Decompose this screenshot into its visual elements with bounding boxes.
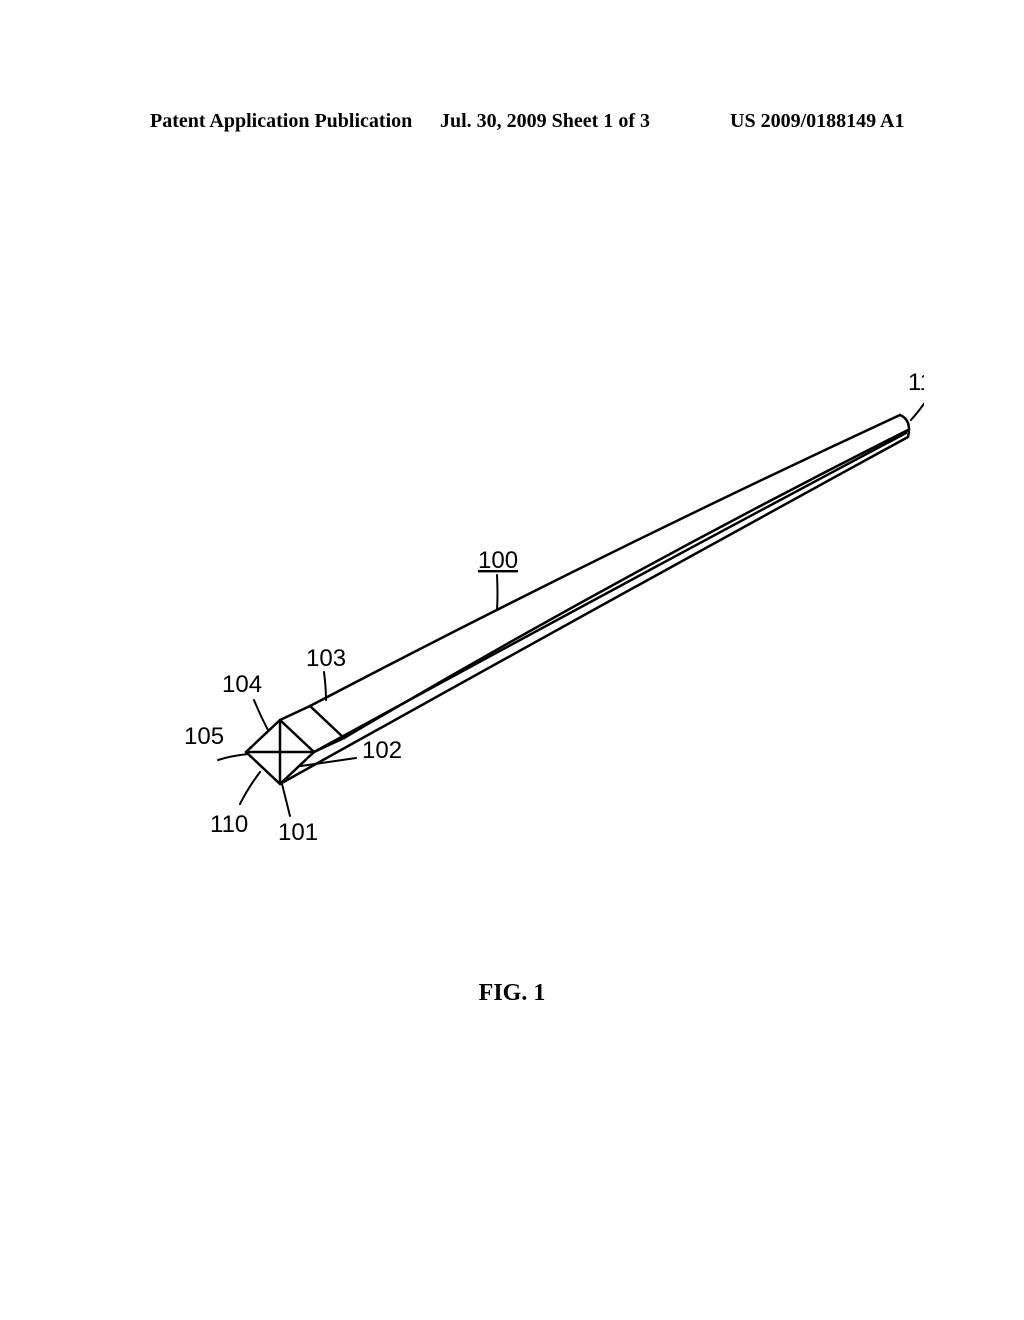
leader-102	[301, 758, 356, 766]
edge-long-top	[310, 415, 900, 706]
edge-back-top-right	[310, 706, 344, 738]
edge-top-depth	[280, 706, 310, 720]
header-left: Patent Application Publication	[150, 110, 412, 133]
patent-drawing: 112 100 103 104 105 102 110 101	[100, 240, 924, 1040]
label-102: 102	[362, 737, 402, 764]
leader-101	[282, 784, 290, 816]
label-103: 103	[306, 645, 346, 672]
leader-104	[254, 700, 268, 730]
label-100: 100	[478, 547, 518, 574]
label-110: 110	[210, 811, 248, 838]
leader-103	[324, 672, 326, 700]
figure-caption: FIG. 1	[100, 980, 924, 1007]
header-mid: Jul. 30, 2009 Sheet 1 of 3	[440, 110, 650, 133]
label-105: 105	[184, 723, 224, 750]
leader-100	[497, 575, 498, 610]
face-front-cross	[246, 720, 314, 784]
figure-1: 112 100 103 104 105 102 110 101 FIG. 1	[100, 240, 924, 1040]
label-112: 112	[908, 369, 924, 396]
label-101: 101	[278, 819, 318, 846]
edge-long-mid	[314, 433, 906, 752]
leader-110	[240, 772, 260, 804]
edge-long-bottom	[280, 437, 908, 784]
leader-105	[218, 754, 248, 760]
label-104: 104	[222, 671, 262, 698]
leader-112	[911, 398, 924, 420]
header-right: US 2009/0188149 A1	[730, 110, 904, 133]
